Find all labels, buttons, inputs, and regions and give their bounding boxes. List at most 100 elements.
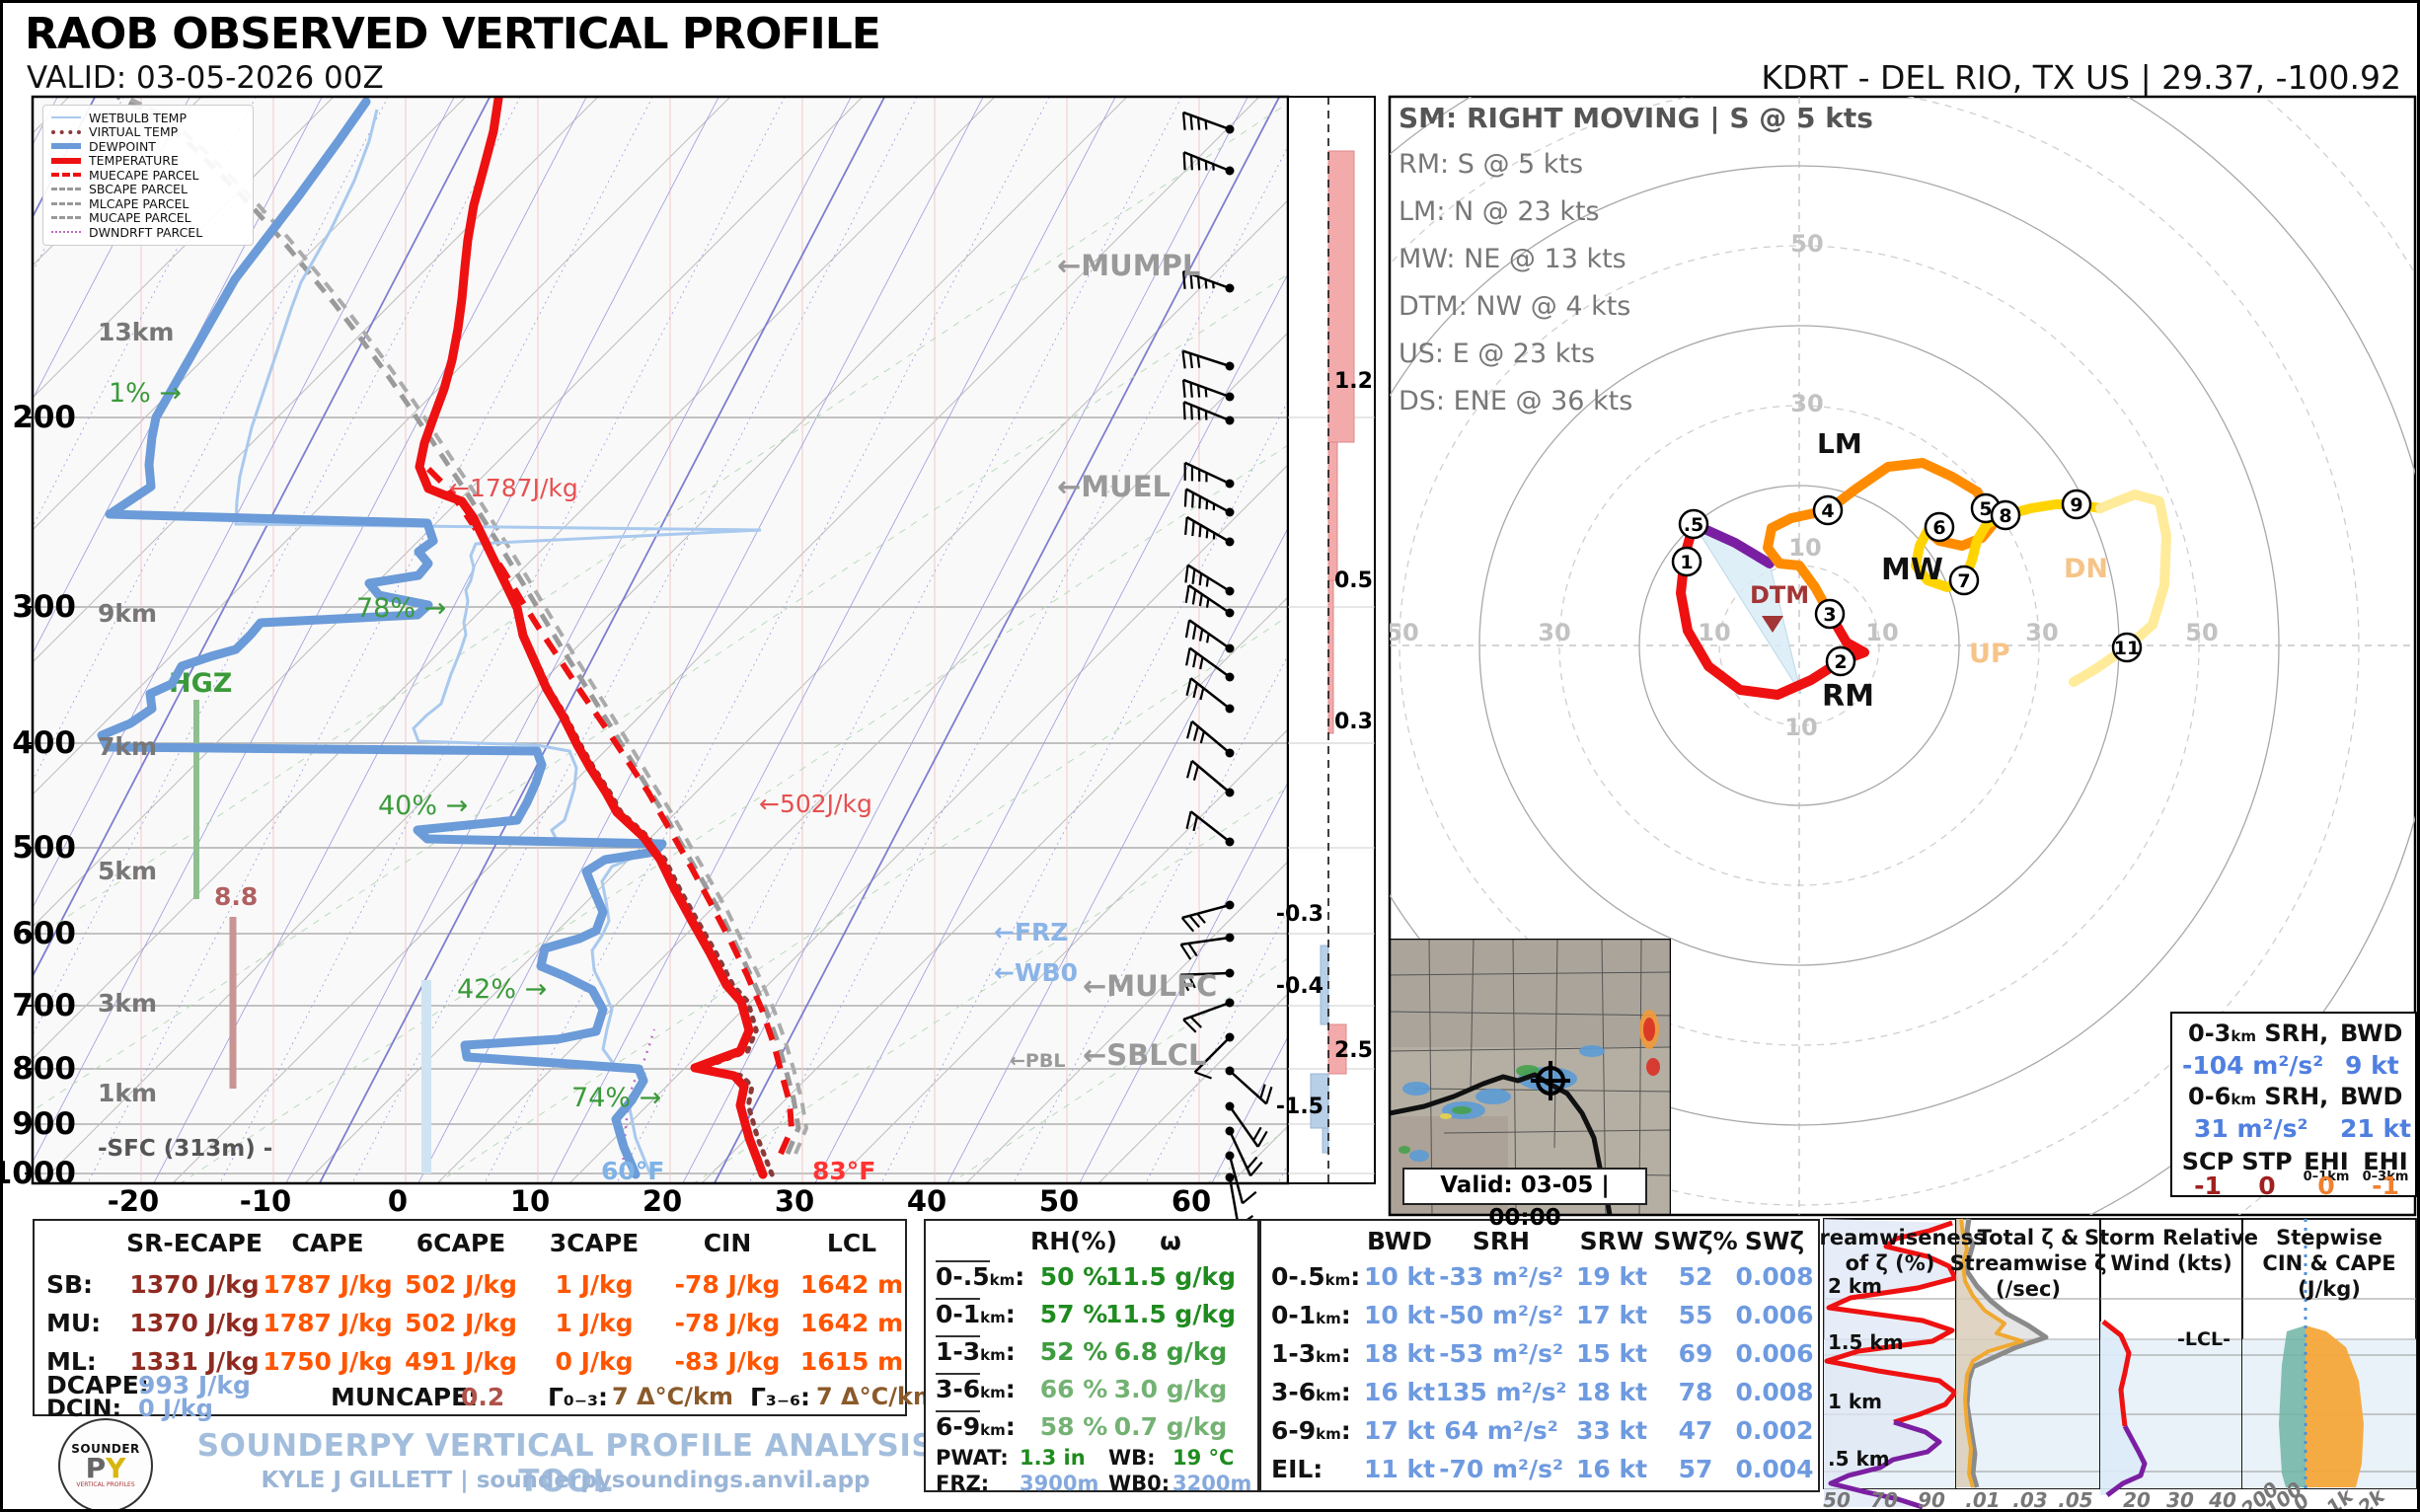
wb-label: WB: [1108, 1446, 1156, 1470]
panel-tick-label: 30 [2166, 1488, 2194, 1512]
panel-title: CIN & CAPE [2262, 1251, 2395, 1275]
barb-tick [1185, 810, 1192, 830]
height-marker-circle [1814, 598, 1846, 630]
height-marker-circle [1671, 546, 1702, 577]
index-sub: 0–3km [2362, 1170, 2409, 1184]
index-value: 0 [2317, 1172, 2335, 1200]
thermo-value: 1787 J/kg [263, 1270, 393, 1299]
barb-staff [1228, 1176, 1240, 1227]
wind-barb [1182, 401, 1235, 425]
barb-tick [1211, 281, 1215, 289]
logo-tiny-text: VERTICAL PROFILES [76, 1481, 135, 1488]
dtm-label: DTM [1750, 581, 1809, 609]
legend-label: DEWPOINT [89, 138, 156, 154]
barb-tick [1189, 405, 1193, 420]
height-marker-circle [1948, 565, 1980, 596]
ring-kt-label: 50 [1790, 230, 1823, 258]
kinematics-row-label: 1-3km: [1271, 1339, 1351, 1368]
omega-bar-negative [1322, 1127, 1329, 1154]
height-marker-circle [1678, 508, 1709, 540]
wind-barb [1183, 488, 1235, 517]
mixing-ratio-line [33, 97, 455, 909]
height-marker-label: 9 [2070, 494, 2082, 516]
height-marker-circle [1812, 494, 1844, 526]
legend-item: MUECAPE PARCEL [51, 168, 245, 183]
legend-item: WETBULB TEMP [51, 111, 245, 125]
wb0-band [421, 980, 431, 1173]
panel-title: Streamwiseness [1794, 1226, 1985, 1249]
height-marker-circle [2061, 489, 2092, 520]
mixing-ratio-value: 11.5 g/kg [1105, 1262, 1236, 1291]
thermo-value: 502 J/kg [405, 1309, 517, 1337]
level-marker-label: ←MUMPL [1057, 249, 1200, 282]
height-marker-label: 6 [1932, 517, 1945, 539]
kinematics-header: SRH [1472, 1227, 1531, 1255]
kinematics-value: -70 m²/s² [1439, 1455, 1563, 1483]
thermo-value: 1370 J/kg [129, 1309, 260, 1337]
kinematics-value: 18 kt [1575, 1378, 1648, 1406]
barb-tick [1185, 720, 1193, 739]
barb-tick [1182, 1019, 1197, 1033]
kinematics-value: 17 kt [1575, 1301, 1648, 1329]
temp-axis-tick-label: -20 [108, 1184, 159, 1218]
sfc-label: -SFC (313m) - [98, 1136, 272, 1162]
wind-barb [1179, 968, 1235, 992]
rh-percent-label: 78% → [356, 593, 446, 624]
index-value: 0 [2258, 1172, 2276, 1200]
dewpoint-curve [97, 97, 667, 1179]
omega-bar-negative [1310, 1073, 1329, 1129]
wind-barb [1185, 759, 1235, 797]
level-marker-label: ←MULFC [1083, 969, 1217, 1003]
temp-axis-tick-label: 10 [510, 1184, 550, 1218]
legend-label: DWNDRFT PARCEL [89, 224, 203, 240]
kinematics-value: 69 [1678, 1339, 1713, 1368]
isotherm-line [33, 97, 731, 795]
barb-tick [1181, 379, 1186, 398]
moist-green-line [693, 787, 1288, 1183]
muncape-label: MUNCAPE: [331, 1383, 479, 1411]
height-marker-label: 1 [1680, 552, 1693, 573]
cape-value-label: ←502J/kg [759, 790, 872, 818]
level-marker-label: ←MUEL [1057, 470, 1171, 503]
barb-tick [1199, 730, 1206, 744]
srh-0-3-value: -104 m²/s² [2182, 1051, 2324, 1080]
mixing-ratio-line [880, 400, 1288, 1183]
gray-line-sample [51, 188, 81, 191]
dcin-label: DCIN: [46, 1395, 122, 1422]
storm-motion-line-1: RM: S @ 5 kts [1399, 149, 1584, 180]
footer-title: SOUNDERPY VERTICAL PROFILE ANALYSIS TOOL [196, 1428, 935, 1499]
thermo-value: 1642 m [799, 1309, 904, 1337]
dtm-marker [1762, 616, 1783, 633]
lapse-rate-3-6-value: 7 Δ°C/km [816, 1383, 938, 1410]
barb-tick [1212, 532, 1216, 540]
barb-tick [1189, 155, 1193, 171]
isotherm-line [33, 97, 335, 399]
mixing-ratio-value: 6.8 g/kg [1113, 1337, 1228, 1366]
thermo-value: -78 J/kg [674, 1270, 781, 1299]
storm-motion-line-2: LM: N @ 23 kts [1399, 196, 1600, 227]
mixing-ratio-line [814, 272, 1288, 1183]
kinematics-value: 0.008 [1735, 1378, 1814, 1406]
omega-value-label: 2.5 [1334, 1038, 1373, 1063]
omega-value-label: -0.3 [1276, 902, 1323, 927]
rh-value: 58 % [1039, 1412, 1108, 1441]
mixing-ratio-line [616, 97, 1182, 1183]
muncape-value: 0.2 [461, 1383, 505, 1411]
storm-motion-line-0: SM: RIGHT MOVING | S @ 5 kts [1399, 102, 1873, 134]
omega-bar-positive [1327, 150, 1355, 443]
bwd-header: BWD [2340, 1083, 2403, 1110]
barb-tick [1191, 520, 1195, 537]
rh-header: RH(%) [1029, 1227, 1118, 1255]
height-marker-circle [1990, 499, 2021, 531]
motion-label-mw: MW [1881, 553, 1943, 587]
lapse-rate-3-6-label: Γ₃₋₆: [750, 1383, 811, 1411]
wind-barb [1184, 515, 1235, 547]
barb-tick [1199, 656, 1204, 670]
barb-tick [1198, 524, 1202, 538]
bwd-0-6-value: 21 kt [2340, 1114, 2412, 1143]
barb-tick [1196, 117, 1201, 130]
height-km-label: 3km [98, 989, 157, 1018]
barb-tick [1191, 589, 1197, 605]
